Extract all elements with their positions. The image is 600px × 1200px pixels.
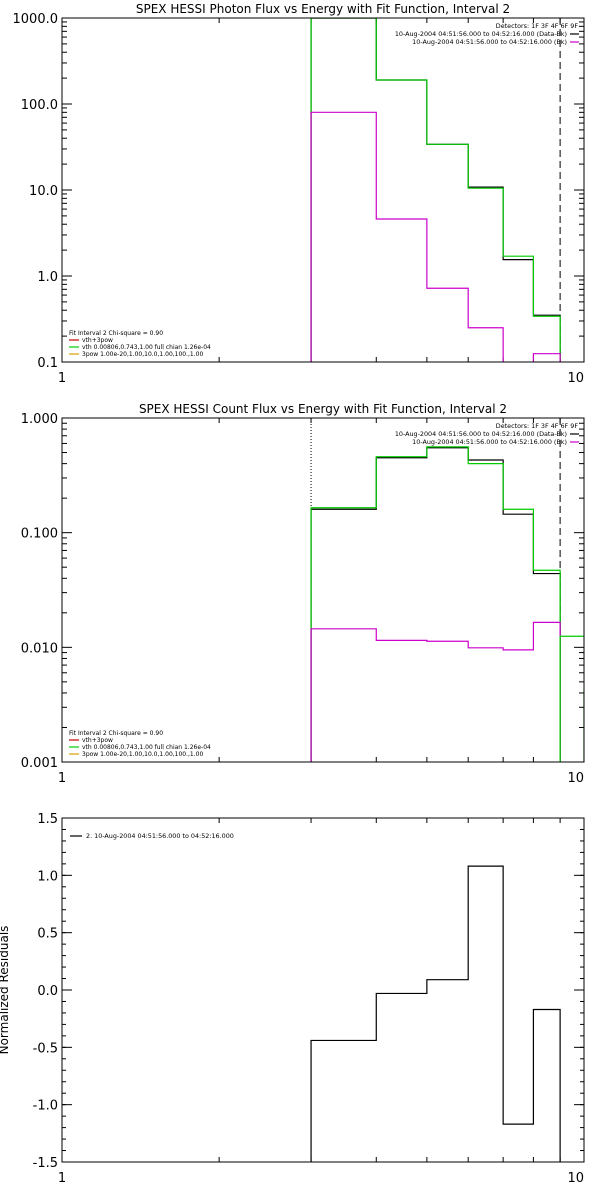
- legend-bottom-text: vth 0.00806,0.743,1.00 full chian 1.26e-…: [82, 344, 211, 351]
- chart-panel-1: SPEX HESSI Photon Flux vs Energy with Fi…: [13, 2, 585, 386]
- series-bk: [310, 111, 561, 362]
- x-tick-label: 1: [58, 771, 66, 786]
- step-line: [310, 111, 561, 362]
- legend-bottom-text: 3pow 1.00e-20,1.00,10.0,1.00,100.,1.00: [82, 751, 203, 758]
- y-tick-label: 1.000: [21, 412, 58, 427]
- y-tick-label: 1.0: [37, 270, 58, 285]
- legend-bottom-text: 3pow 1.00e-20,1.00,10.0,1.00,100.,1.00: [82, 351, 203, 358]
- plot-frame: [61, 17, 585, 363]
- y-axis-label: Normalized Residuals: [0, 926, 11, 1055]
- step-line: [310, 18, 561, 362]
- series-vth-3pow: [310, 446, 561, 762]
- x-tick-label: 1: [58, 1171, 66, 1186]
- legend-bottom-text: vth+3pow: [82, 737, 113, 744]
- y-tick-label: 0.010: [21, 641, 58, 656]
- chart-panel-2: SPEX HESSI Count Flux vs Energy with Fit…: [21, 402, 585, 786]
- series-vth-3pow: [310, 18, 561, 362]
- legend-top-text: Detectors: 1F 3F 4F 6F 9F: [496, 422, 579, 430]
- legend-top-text: 10-Aug-2004 04:51:56.000 to 04:52:16.000…: [395, 430, 567, 438]
- x-tick-label: 10: [567, 1171, 584, 1186]
- chart-title: SPEX HESSI Photon Flux vs Energy with Fi…: [136, 2, 510, 16]
- y-tick-label: 10.0: [29, 184, 58, 199]
- x-tick-label: 1: [58, 371, 66, 386]
- y-tick-label: 0.0: [37, 984, 58, 999]
- legend-top-text: 10-Aug-2004 04:51:56.000 to 04:52:16.000…: [395, 30, 567, 38]
- step-line: [310, 865, 561, 1162]
- plot-area: [310, 418, 584, 762]
- step-line: [310, 446, 561, 762]
- legend-bottom-text: vth 0.00806,0.743,1.00 full chian 1.26e-…: [82, 744, 211, 751]
- plot-frame: [61, 817, 585, 1163]
- legend-top-text: 2. 10-Aug-2004 04:51:56.000 to 04:52:16.…: [86, 832, 234, 840]
- chart-title: SPEX HESSI Count Flux vs Energy with Fit…: [139, 402, 507, 416]
- step-line: [310, 447, 561, 762]
- legend-bottom-text: Fit Interval 2 Chi-square = 0.90: [69, 730, 163, 737]
- y-tick-label: 0.1: [37, 356, 58, 371]
- y-tick-label: 0.100: [21, 527, 58, 542]
- series-data-bk: [310, 18, 561, 362]
- y-tick-label: -1.5: [33, 1156, 58, 1171]
- y-tick-label: 1.5: [37, 812, 58, 827]
- legend-bottom-text: vth+3pow: [82, 337, 113, 344]
- y-tick-label: -0.5: [33, 1041, 58, 1056]
- legend-bottom-text: Fit Interval 2 Chi-square = 0.90: [69, 330, 163, 337]
- y-tick-label: 1000.0: [13, 12, 59, 27]
- plot-area: [310, 18, 561, 362]
- series-residuals: [310, 865, 561, 1162]
- x-tick-label: 10: [567, 771, 584, 786]
- plot-area: [310, 865, 561, 1162]
- legend-top-text: 10-Aug-2004 04:51:56.000 to 04:52:16.000…: [412, 38, 567, 46]
- step-line: [310, 18, 561, 362]
- y-tick-label: -1.0: [33, 1099, 58, 1114]
- y-tick-label: 1.0: [37, 869, 58, 884]
- legend-top-text: Detectors: 1F 3F 4F 6F 9F: [496, 22, 579, 30]
- x-tick-label: 10: [567, 371, 584, 386]
- y-tick-label: 0.5: [37, 927, 58, 942]
- series-data-bk: [310, 447, 561, 762]
- y-tick-label: 100.0: [21, 98, 58, 113]
- series-bk: [310, 621, 561, 762]
- legend-top-text: 10-Aug-2004 04:51:56.000 to 04:52:16.000…: [412, 438, 567, 446]
- chart-panel-3: Normalized Residuals 1 10 -1.5 -1.0 -0.5 0.0 0.…: [0, 812, 585, 1186]
- plot-frame: [61, 417, 585, 763]
- y-tick-label: 0.001: [21, 756, 58, 771]
- step-line: [310, 621, 561, 762]
